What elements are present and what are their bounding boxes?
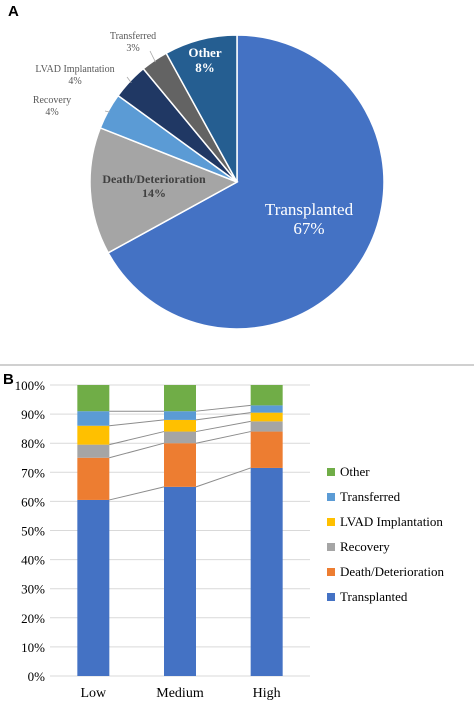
stacked-bar-chart: 0% 10% 20% 30% 40% 50% 60% 70% 80% 90% 100% Low Med… [15, 378, 445, 701]
legend-label-other: Other [340, 464, 370, 479]
bar-segment-death-deterioration-high [250, 431, 283, 468]
bar-segment-other-high [250, 385, 283, 406]
pie-chart-panel: A Transplanted 67% Death/Deterioration 14% R… [8, 3, 385, 330]
y-tick-label: 50% [21, 524, 45, 539]
bar-segment-transplanted-high [250, 467, 283, 676]
pie-label-recovery: Recovery [33, 95, 71, 106]
pie-label-transplanted: Transplanted [265, 200, 354, 219]
pie-label-death-deterioration: Death/Deterioration [102, 172, 206, 186]
bar-segment-recovery-medium [164, 431, 196, 444]
series-connector-death-deterioration [195, 431, 251, 444]
pie-value-lvad-implantation: 4% [68, 76, 81, 87]
bar-segment-transferred-high [250, 405, 283, 413]
pie-value-death-deterioration: 14% [142, 186, 166, 200]
pie-value-transferred: 3% [126, 43, 139, 54]
series-connector-transplanted [109, 486, 165, 501]
bar-segment-recovery-high [250, 421, 283, 432]
legend-swatch-transplanted [327, 593, 335, 601]
pie-value-transplanted: 67% [293, 219, 324, 238]
y-tick-label: 30% [21, 582, 45, 597]
bar-segment-transferred-low [77, 411, 110, 426]
legend-label-lvad-implantation: LVAD Implantation [340, 514, 443, 529]
y-tick-label: 100% [15, 378, 46, 393]
series-connector-death-deterioration [109, 442, 165, 459]
y-tick-label: 20% [21, 611, 45, 626]
y-tick-label: 70% [21, 465, 45, 480]
pie-label-lvad-implantation: LVAD Implantation [35, 64, 114, 75]
x-tick-label: Medium [156, 686, 204, 701]
panel-label-b: B [3, 371, 14, 388]
bar-segment-death-deterioration-low [77, 457, 110, 500]
legend-swatch-death-deterioration [327, 568, 335, 576]
panel-divider [0, 364, 474, 366]
series-connector-transferred [195, 404, 251, 412]
pie-slice-other [165, 34, 238, 183]
leader-line-lvad-implantation [126, 76, 132, 83]
bar-segment-transplanted-low [77, 499, 110, 676]
pie-value-recovery: 4% [45, 107, 58, 118]
series-connector-lvad-implantation [195, 412, 251, 421]
bar-segment-other-medium [164, 385, 196, 412]
legend-label-recovery: Recovery [340, 539, 390, 554]
bar-segment-lvad-implantation-high [250, 412, 283, 422]
bar-chart-panel: B 0% 10% 20% 30% 40% 50% 60% 70% 80% 90% 100% Low M… [0, 366, 474, 711]
leader-line-recovery [104, 110, 111, 113]
pie-slice-transplanted [107, 34, 385, 330]
x-tick-label: Low [80, 686, 107, 701]
y-tick-label: 60% [21, 494, 45, 509]
series-connector-recovery [195, 420, 251, 433]
panel-label-a: A [8, 3, 19, 20]
y-tick-label: 80% [21, 436, 45, 451]
y-tick-label: 10% [21, 640, 45, 655]
bar-segment-lvad-implantation-medium [164, 419, 196, 432]
legend-swatch-transferred [327, 493, 335, 501]
y-tick-label: 90% [21, 407, 45, 422]
pie-slice-death-deterioration [89, 126, 239, 254]
series-connector-lvad-implantation [109, 419, 165, 427]
pie-value-other: 8% [195, 60, 215, 75]
legend-swatch-lvad-implantation [327, 518, 335, 526]
y-tick-label: 40% [21, 553, 45, 568]
legend-label-transferred: Transferred [340, 489, 401, 504]
leader-line-transferred [149, 50, 156, 63]
bar-segment-transferred-medium [164, 411, 196, 420]
pie-label-other: Other [188, 45, 221, 60]
y-tick-label: 0% [28, 669, 46, 684]
pie-label-transferred: Transferred [110, 31, 156, 42]
series-connector-recovery [109, 431, 165, 446]
legend-swatch-recovery [327, 543, 335, 551]
series-connector-transplanted [195, 467, 251, 488]
bar-segment-recovery-low [77, 444, 110, 458]
x-tick-label: High [253, 686, 281, 701]
bar-segment-lvad-implantation-low [77, 425, 110, 445]
legend-swatch-other [327, 468, 335, 476]
legend-label-death-deterioration: Death/Deterioration [340, 564, 444, 579]
bar-segment-death-deterioration-medium [164, 443, 196, 487]
bar-segment-other-low [77, 385, 110, 412]
bar-segment-transplanted-medium [164, 486, 196, 676]
legend-label-transplanted: Transplanted [340, 589, 408, 604]
